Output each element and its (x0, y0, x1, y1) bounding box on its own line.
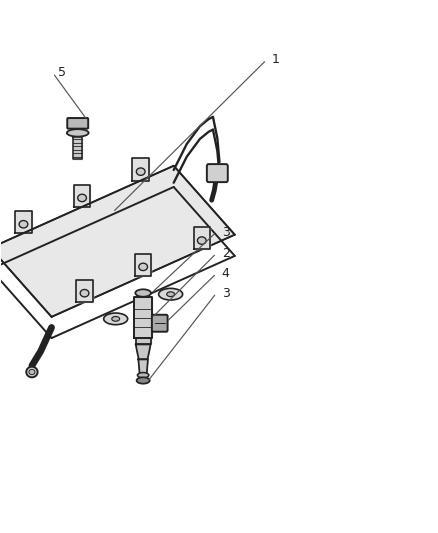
Text: 3: 3 (221, 225, 229, 239)
Polygon shape (74, 184, 90, 207)
FancyBboxPatch shape (152, 315, 167, 332)
Polygon shape (135, 338, 150, 344)
Polygon shape (76, 280, 92, 302)
Ellipse shape (136, 377, 149, 384)
Ellipse shape (80, 289, 88, 297)
FancyBboxPatch shape (206, 164, 227, 182)
Ellipse shape (166, 292, 174, 296)
Polygon shape (135, 344, 150, 359)
Text: 5: 5 (58, 67, 66, 79)
Ellipse shape (158, 288, 182, 300)
Polygon shape (193, 227, 210, 249)
Ellipse shape (26, 367, 38, 377)
Ellipse shape (197, 237, 206, 244)
Text: 4: 4 (221, 267, 229, 280)
Polygon shape (15, 211, 32, 233)
Text: 2: 2 (221, 247, 229, 260)
Ellipse shape (136, 168, 145, 175)
Polygon shape (138, 359, 148, 374)
Polygon shape (132, 158, 148, 181)
Polygon shape (0, 166, 234, 317)
Text: 1: 1 (271, 53, 279, 66)
Ellipse shape (78, 194, 86, 201)
Text: 3: 3 (221, 287, 229, 300)
Ellipse shape (19, 221, 28, 228)
Ellipse shape (103, 313, 127, 325)
Ellipse shape (112, 317, 119, 321)
Polygon shape (134, 254, 151, 276)
Ellipse shape (138, 263, 147, 271)
FancyBboxPatch shape (67, 118, 88, 128)
Ellipse shape (137, 373, 148, 378)
Polygon shape (73, 136, 82, 159)
Ellipse shape (29, 369, 35, 375)
Polygon shape (134, 297, 152, 338)
Ellipse shape (135, 289, 151, 297)
Ellipse shape (67, 129, 88, 136)
